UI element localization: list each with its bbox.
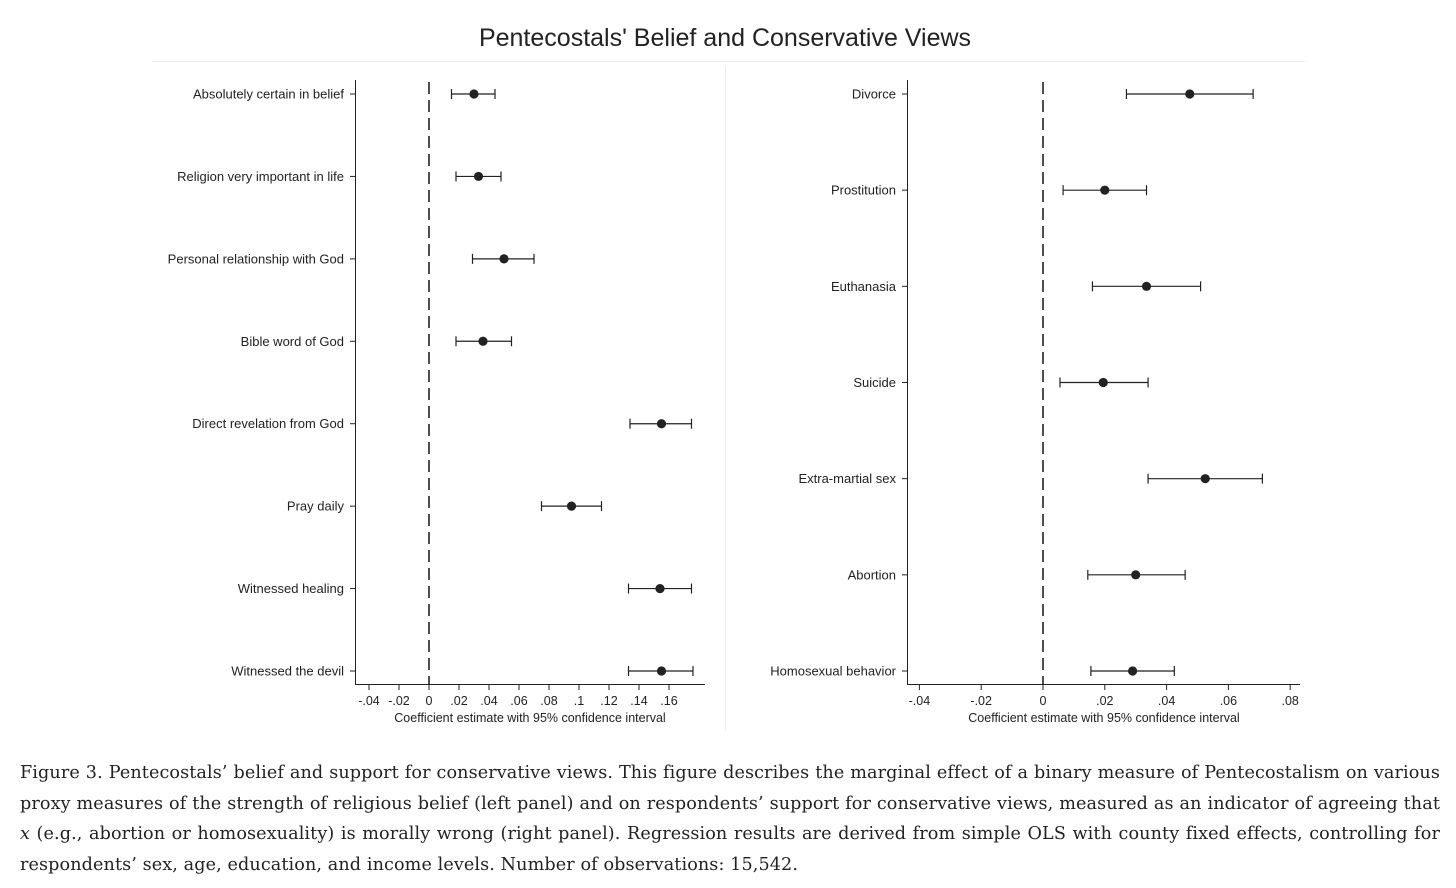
y-tick-label: Personal relationship with God [168,251,344,266]
x-tick-label: 0 [426,694,433,708]
y-tick-label: Witnessed healing [238,581,344,596]
caption-variable: x [20,824,31,844]
y-tick-label: Bible word of God [241,334,344,349]
x-tick-label: .06 [510,694,527,708]
y-tick-label: Divorce [852,87,896,102]
panel-2: -.04 -.02 0 .02 .04 .06 .08 Coefficient estimat… [770,80,1300,725]
panel-1: -.04 -.02 0 .02 .04 .06 .08 .1 .12 .14 .16 Coeffici… [168,80,705,725]
point-estimate [469,89,479,99]
point-estimate [566,501,577,511]
y-tick-label: Extra-martial sex [798,471,896,486]
point-estimate [1200,474,1210,484]
x-tick-label: -.02 [388,694,410,708]
y-tick-label: Direct revelation from God [192,416,344,431]
x-tick-label: .04 [1158,694,1175,708]
x-tick-label: -.04 [358,694,380,708]
y-tick-label: Prostitution [831,183,896,198]
point-estimate [1141,281,1152,291]
y-tick-label: Pray daily [287,499,345,514]
y-tick-label: Suicide [853,375,896,390]
x-tick-label: .14 [630,694,647,708]
point-estimate [1098,377,1108,388]
point-estimate [656,666,667,676]
point-estimate [655,583,665,594]
y-tick-label: Religion very important in life [177,169,344,184]
x-tick-label: .02 [450,694,467,708]
point-estimate [473,171,484,182]
y-tick-label: Witnessed the devil [231,664,344,679]
point-estimate [1128,666,1138,676]
x-tick-label: 0 [1040,694,1047,708]
x-tick-label: .1 [574,694,584,708]
x-tick-label: .08 [540,694,557,708]
chart-title: Pentecostals' Belief and Conservative Vi… [479,24,971,52]
x-tick-label: .02 [1096,694,1113,708]
y-tick-label: Abortion [848,567,896,582]
x-axis-title: Coefficient estimate with 95% confidence… [394,711,665,725]
caption-rest: (e.g., abortion or homosexuality) is mor… [20,824,1440,875]
y-tick-label: Absolutely certain in belief [193,87,344,102]
x-tick-label: .12 [600,694,617,708]
x-tick-label: .08 [1282,694,1299,708]
x-tick-label: -.04 [909,694,931,708]
point-estimate [499,254,509,264]
x-tick-label: .04 [480,694,497,708]
x-tick-label: .06 [1220,694,1237,708]
y-tick-label: Euthanasia [831,279,897,294]
point-estimate [656,419,667,429]
y-tick-label: Homosexual behavior [770,664,896,679]
x-tick-label: .16 [660,694,677,708]
caption-lead: Figure 3. Pentecostals’ belief and suppo… [20,763,1440,814]
coefficient-plot-chart: Pentecostals' Belief and Conservative Vi… [152,24,1305,730]
x-tick-label: -.02 [970,694,992,708]
figure: Pentecostals' Belief and Conservative Vi… [152,24,1305,730]
point-estimate [478,336,488,346]
point-estimate [1100,185,1110,195]
figure-caption: Figure 3. Pentecostals’ belief and suppo… [20,758,1440,880]
point-estimate [1185,89,1195,99]
x-axis-title: Coefficient estimate with 95% confidence… [968,711,1239,725]
point-estimate [1131,570,1141,580]
